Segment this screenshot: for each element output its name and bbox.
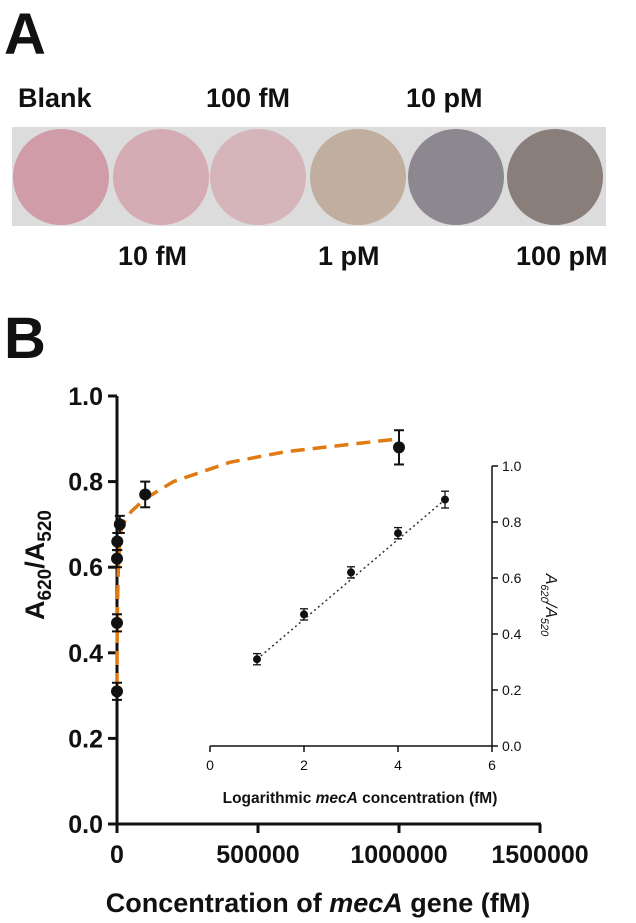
inset-y-tick-label: 0.4 [502,626,522,642]
main-y-tick-label: 0.4 [68,640,103,668]
main-marker [139,488,152,501]
inset-y-tick-label: 0.2 [502,682,522,698]
inset-marker [394,529,402,538]
main-data-point [111,549,124,569]
main-x-tick-label: 0 [110,841,124,869]
inset-x-tick-label: 6 [488,757,496,773]
inset-y-tick-label: 1.0 [502,458,522,474]
main-data-point [393,429,405,466]
main-data-point [111,531,124,552]
label-100pm: 100 pM [516,241,608,271]
main-x-tick-label: 1000000 [350,841,447,869]
main-data-point [139,480,152,509]
main-fit-curve [115,437,400,688]
main-data-point [113,514,126,534]
main-y-tick-label: 0.0 [68,811,103,839]
main-data-point [111,681,123,701]
inset-x-tick-label: 4 [394,757,402,773]
inset-marker [253,655,261,664]
inset-data-point [300,608,308,621]
inset-data-point [253,652,261,666]
inset-y-tick-label: 0.6 [502,570,522,586]
main-y-tick-label: 0.2 [68,725,103,753]
label-blank: Blank [18,83,92,113]
well-10pm [408,129,504,225]
main-x-tick-label: 500000 [216,841,299,869]
inset-y-tick-label: 0.8 [502,514,522,530]
label-10pm: 10 pM [406,83,483,113]
panel-b-letter: B [4,306,46,371]
well-10fm [113,129,209,225]
inset-x-tick-label: 2 [300,757,308,773]
inset-x-axis-title: Logarithmic mecA concentration (fM) [223,790,498,807]
main-marker [113,518,126,531]
label-10fm: 10 fM [118,241,188,271]
well-100fm [210,129,306,225]
inset-data-point [441,490,449,509]
main-marker [111,685,123,698]
main-x-tick-label: 1500000 [491,841,588,869]
inset-y-tick-label: 0.0 [502,738,522,754]
main-y-tick-label: 1.0 [68,383,103,411]
well-100pm [507,129,603,225]
main-y-axis-title: A620/A520 [20,510,56,620]
inset-data-point [347,566,355,579]
inset-x-tick-label: 0 [206,757,214,773]
inset-marker [441,495,449,504]
well-1pm [310,129,406,225]
inset-marker [347,568,355,577]
main-y-tick-label: 0.6 [68,554,103,582]
inset-y-axis-title: A620/A520 [538,573,559,637]
panel-a-letter: A [4,2,46,67]
inset-data-point [394,526,402,540]
label-1pm: 1 pM [318,241,380,271]
main-marker [111,616,124,629]
main-x-axis-title: Concentration of mecA gene (fM) [106,888,531,918]
main-data-point [111,613,124,633]
main-marker [111,552,124,565]
main-y-tick-label: 0.8 [68,469,103,497]
main-marker [393,441,405,454]
inset-fit-line [256,499,446,660]
well-blank [13,129,109,225]
inset-marker [300,610,308,619]
label-100fm: 100 fM [206,83,291,113]
main-marker [111,535,124,548]
